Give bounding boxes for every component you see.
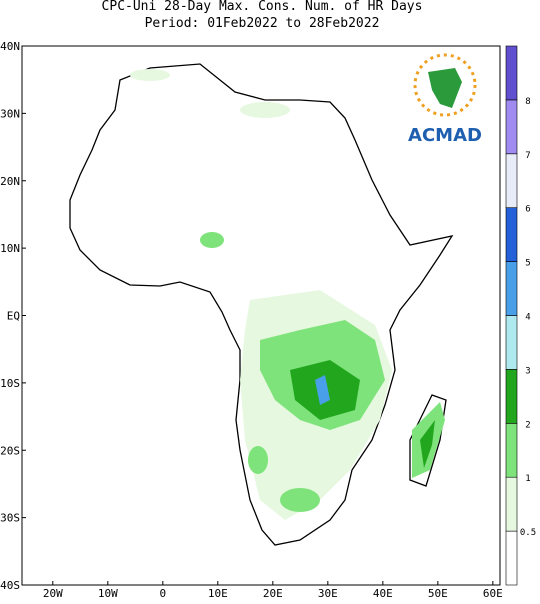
colorbar-segment (505, 476, 518, 532)
colorbar-label: 3 (525, 366, 530, 376)
lon-tick-label: 10E (208, 587, 228, 600)
lon-tick-label: 0 (160, 587, 167, 600)
lat-tick-label: 10S (0, 377, 20, 390)
lat-tick-label: 20N (0, 175, 20, 188)
colorbar-label: 1 (525, 474, 530, 484)
colorbar-segment (505, 315, 518, 370)
lat-tick-label: 30N (0, 107, 20, 120)
lat-tick-label: 40N (0, 40, 20, 53)
lat-tick-label: EQ (7, 310, 20, 323)
colorbar-label: 2 (525, 420, 530, 430)
lat-tick-label: 20S (0, 444, 20, 457)
colorbar-segment (505, 369, 518, 424)
lon-tick-label: 50E (428, 587, 448, 600)
logo: ACMAD (408, 53, 482, 146)
title-line: Period: 01Feb2022 to 28Feb2022 (145, 16, 380, 31)
lon-tick-label: 20E (263, 587, 283, 600)
colorbar-segment (505, 153, 518, 209)
lon-tick-label: 40E (373, 587, 393, 600)
logo-text: ACMAD (408, 125, 482, 146)
lat-tick-label: 40S (0, 579, 20, 592)
colorbar-label: 7 (525, 151, 530, 161)
colorbar-label: 0.5 (520, 528, 536, 538)
lat-tick-label: 30S (0, 512, 20, 525)
colorbar-label: 8 (525, 97, 530, 107)
lon-tick-label: 20W (43, 587, 63, 600)
lon-tick-label: 30E (318, 587, 338, 600)
lon-tick-label: 60E (483, 587, 503, 600)
colorbar-segment (505, 45, 518, 101)
title-line: CPC-Uni 28-Day Max. Cons. Num. of HR Day… (102, 0, 423, 14)
colorbar-segment (505, 530, 518, 586)
colorbar-segment (505, 261, 518, 316)
colorbar-segment (505, 422, 518, 478)
colorbar-segment (505, 207, 518, 262)
lat-tick-label: 10N (0, 242, 20, 255)
rainfall-patches (130, 69, 445, 520)
colorbar-label: 4 (525, 313, 530, 323)
colorbar-segment (505, 99, 518, 155)
colorbar-label: 6 (525, 205, 530, 215)
colorbar-label: 5 (525, 259, 530, 269)
lon-tick-label: 10W (98, 587, 118, 600)
